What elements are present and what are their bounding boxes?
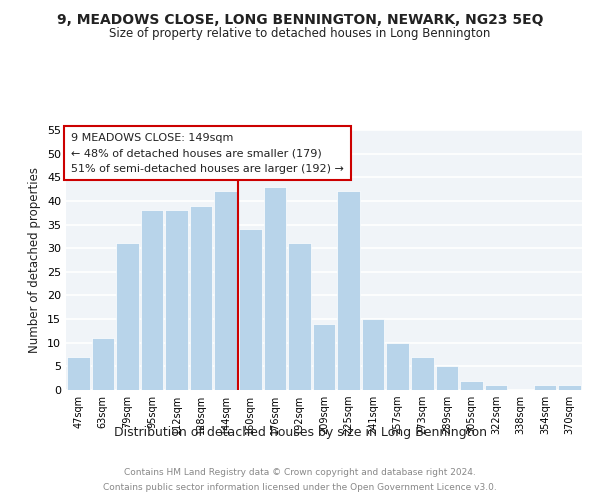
Text: Contains public sector information licensed under the Open Government Licence v3: Contains public sector information licen…	[103, 483, 497, 492]
Bar	[460, 380, 483, 390]
Bar	[362, 319, 385, 390]
Bar	[263, 186, 286, 390]
Bar	[190, 206, 212, 390]
Text: Contains HM Land Registry data © Crown copyright and database right 2024.: Contains HM Land Registry data © Crown c…	[124, 468, 476, 477]
Text: 9 MEADOWS CLOSE: 149sqm
← 48% of detached houses are smaller (179)
51% of semi-d: 9 MEADOWS CLOSE: 149sqm ← 48% of detache…	[71, 132, 344, 174]
Bar	[288, 244, 311, 390]
Bar	[313, 324, 335, 390]
Bar	[559, 386, 581, 390]
Bar	[386, 342, 409, 390]
Bar	[534, 386, 556, 390]
Bar	[337, 192, 360, 390]
Bar	[116, 244, 139, 390]
Bar	[67, 357, 89, 390]
Bar	[140, 210, 163, 390]
Bar	[485, 386, 508, 390]
Bar	[214, 192, 237, 390]
Text: Size of property relative to detached houses in Long Bennington: Size of property relative to detached ho…	[109, 28, 491, 40]
Bar	[436, 366, 458, 390]
Bar	[239, 230, 262, 390]
Y-axis label: Number of detached properties: Number of detached properties	[28, 167, 41, 353]
Bar	[92, 338, 114, 390]
Bar	[165, 210, 188, 390]
Text: Distribution of detached houses by size in Long Bennington: Distribution of detached houses by size …	[113, 426, 487, 439]
Text: 9, MEADOWS CLOSE, LONG BENNINGTON, NEWARK, NG23 5EQ: 9, MEADOWS CLOSE, LONG BENNINGTON, NEWAR…	[57, 12, 543, 26]
Bar	[411, 357, 434, 390]
